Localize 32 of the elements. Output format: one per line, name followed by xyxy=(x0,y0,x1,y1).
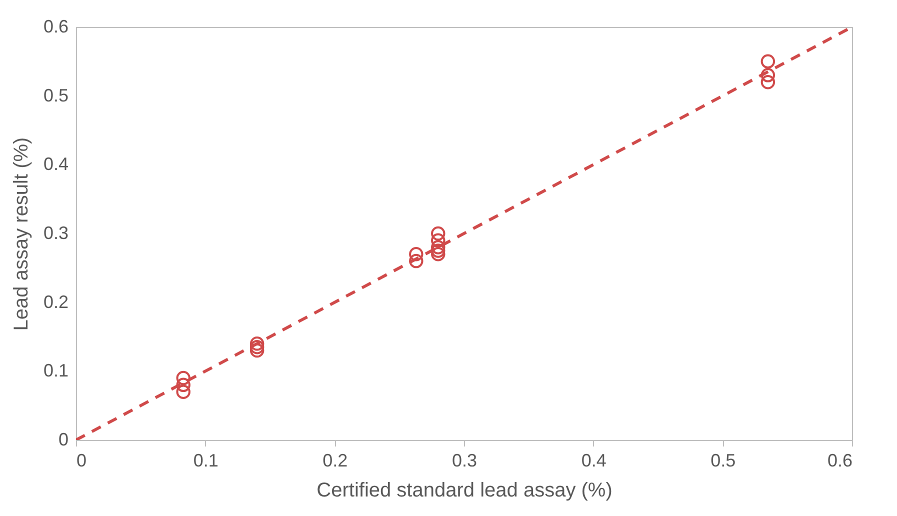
point xyxy=(431,244,446,258)
y-axis-title: Lead assay result (%) xyxy=(10,137,32,331)
y-tick-label: 0.3 xyxy=(43,223,68,243)
y-tick-label: 0 xyxy=(58,430,68,450)
point xyxy=(431,247,446,262)
x-tick-label: 0.4 xyxy=(581,450,606,470)
point xyxy=(760,68,776,82)
y-tick-label: 0.2 xyxy=(43,292,68,312)
point xyxy=(431,233,446,248)
y-tick-label: 0.1 xyxy=(43,360,68,381)
point xyxy=(760,74,776,90)
y-tick-label: 0.4 xyxy=(43,154,68,174)
x-tick-label: 0.3 xyxy=(452,450,478,470)
point xyxy=(250,336,264,351)
point xyxy=(760,54,776,69)
point xyxy=(176,384,190,399)
x-tick-label: 0 xyxy=(76,450,87,470)
point xyxy=(176,378,190,392)
y-tick-label: 0.5 xyxy=(43,85,68,106)
x-tick-label: 0.6 xyxy=(827,450,852,470)
point xyxy=(431,240,446,254)
point xyxy=(250,340,264,354)
point xyxy=(409,254,424,268)
point xyxy=(250,343,264,358)
x-axis-title: Certified standard lead assay (%) xyxy=(316,480,612,502)
y-tick-label: 0.6 xyxy=(43,16,68,36)
x-tick-label: 0.5 xyxy=(710,450,736,470)
point xyxy=(176,370,190,386)
point xyxy=(431,226,446,241)
x-tick-label: 0.2 xyxy=(322,450,348,470)
point xyxy=(409,247,424,262)
x-tick-label: 0.1 xyxy=(193,450,218,470)
